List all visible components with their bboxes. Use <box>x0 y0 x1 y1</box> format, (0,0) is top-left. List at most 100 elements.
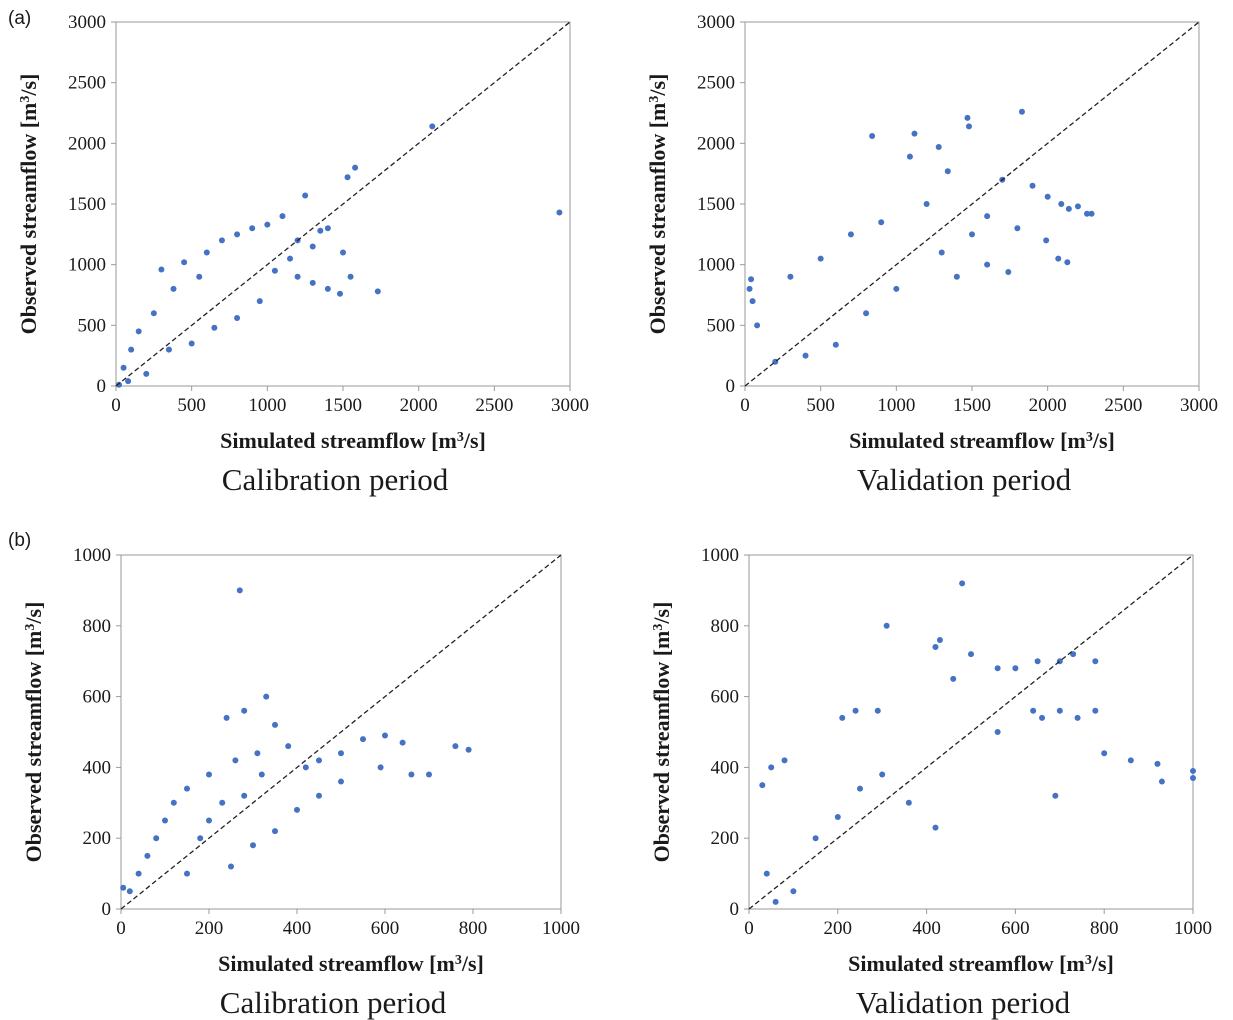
data-point <box>184 870 190 877</box>
data-point <box>429 123 436 130</box>
data-point <box>874 707 881 714</box>
y-tick-label: 500 <box>78 315 107 336</box>
data-point <box>1190 767 1196 774</box>
y-tick-label: 0 <box>730 899 740 920</box>
x-tick-label: 400 <box>283 918 312 939</box>
data-point <box>302 192 309 199</box>
y-tick-label: 2500 <box>697 73 735 94</box>
x-tick-label: 600 <box>1001 918 1030 939</box>
x-tick-label: 200 <box>824 918 853 939</box>
data-point <box>236 587 243 594</box>
data-point <box>287 255 294 262</box>
x-tick-label: 1500 <box>953 395 991 416</box>
x-axis-title: Simulated streamflow [m3/s] <box>220 428 486 453</box>
data-point <box>1065 205 1072 212</box>
data-point <box>965 123 972 130</box>
data-point <box>302 764 309 771</box>
data-point <box>382 732 388 739</box>
data-point <box>1014 225 1021 232</box>
data-point <box>203 249 210 256</box>
data-point <box>234 231 241 238</box>
period-caption: Validation period <box>856 985 1071 1020</box>
data-point <box>1030 707 1037 714</box>
data-point <box>170 285 177 292</box>
data-point <box>128 346 135 353</box>
data-point <box>206 817 212 824</box>
data-point <box>426 771 432 778</box>
data-point <box>1101 750 1108 757</box>
data-point <box>120 884 127 891</box>
data-point <box>968 651 974 658</box>
data-point <box>344 174 351 181</box>
data-point <box>911 130 918 137</box>
data-point <box>936 636 943 643</box>
data-point <box>135 328 142 335</box>
x-axis-title: Simulated streamflow [m3/s] <box>218 951 484 976</box>
y-tick-label: 3000 <box>68 12 106 33</box>
y-tick-label: 500 <box>707 315 736 336</box>
data-point <box>556 209 563 216</box>
data-point <box>143 370 150 377</box>
x-tick-label: 800 <box>1090 918 1119 939</box>
data-point <box>1005 268 1012 275</box>
data-point <box>932 824 939 831</box>
data-point <box>863 310 870 317</box>
data-point <box>759 782 766 789</box>
x-tick-label: 400 <box>912 918 941 939</box>
data-point <box>969 231 975 238</box>
data-point <box>399 739 406 746</box>
data-point <box>834 813 841 820</box>
x-axis-title: Simulated streamflow [m3/s] <box>849 428 1115 453</box>
data-point <box>768 764 775 771</box>
data-point <box>893 285 900 292</box>
x-tick-label: 2000 <box>400 395 438 416</box>
data-point <box>285 743 292 750</box>
data-point <box>812 835 819 842</box>
data-point <box>197 835 204 842</box>
data-point <box>206 771 212 778</box>
plot-area <box>748 554 1194 910</box>
y-axis-title: Observed streamflow [m3/s] <box>649 602 674 863</box>
data-point <box>950 675 957 682</box>
data-point <box>170 799 177 806</box>
data-point <box>181 259 188 266</box>
y-tick-label: 1000 <box>73 545 111 566</box>
data-point <box>1056 707 1063 714</box>
data-point <box>1074 203 1081 210</box>
data-point <box>772 898 779 905</box>
data-point <box>135 870 142 877</box>
data-point <box>935 143 942 150</box>
data-point <box>218 237 225 244</box>
x-tick-label: 2500 <box>1104 395 1142 416</box>
period-caption: Calibration period <box>220 985 447 1020</box>
data-point <box>223 714 230 721</box>
x-tick-label: 600 <box>371 918 400 939</box>
y-axis-title: Observed streamflow [m3/s] <box>21 602 46 863</box>
period-caption: Validation period <box>857 462 1072 497</box>
data-point <box>294 273 301 280</box>
chart-validation-b: 0 200 400 600 800 1000 0 200 400 600 800 1000 Simula… <box>649 545 1212 1020</box>
x-tick-label: 0 <box>116 918 126 939</box>
data-point <box>938 249 945 256</box>
x-tick-label: 1000 <box>1174 918 1212 939</box>
data-point <box>254 750 261 757</box>
data-point <box>1044 193 1051 200</box>
x-tick-label: 2000 <box>1029 395 1067 416</box>
x-tick-label: 1000 <box>248 395 286 416</box>
data-point <box>1084 210 1091 217</box>
data-point <box>340 249 346 256</box>
data-point <box>317 227 324 234</box>
y-tick-label: 2000 <box>68 133 106 154</box>
y-tick-label: 600 <box>83 687 112 708</box>
data-point <box>352 164 359 171</box>
y-axis-title: Observed streamflow [m3/s] <box>645 74 670 335</box>
data-point <box>360 736 366 743</box>
data-point <box>316 792 322 799</box>
data-point <box>234 315 241 322</box>
y-tick-label: 400 <box>83 757 112 778</box>
x-tick-label: 0 <box>740 395 750 416</box>
data-point <box>878 219 885 226</box>
y-tick-label: 800 <box>83 616 112 637</box>
x-tick-label: 800 <box>459 918 488 939</box>
data-point <box>279 213 286 220</box>
